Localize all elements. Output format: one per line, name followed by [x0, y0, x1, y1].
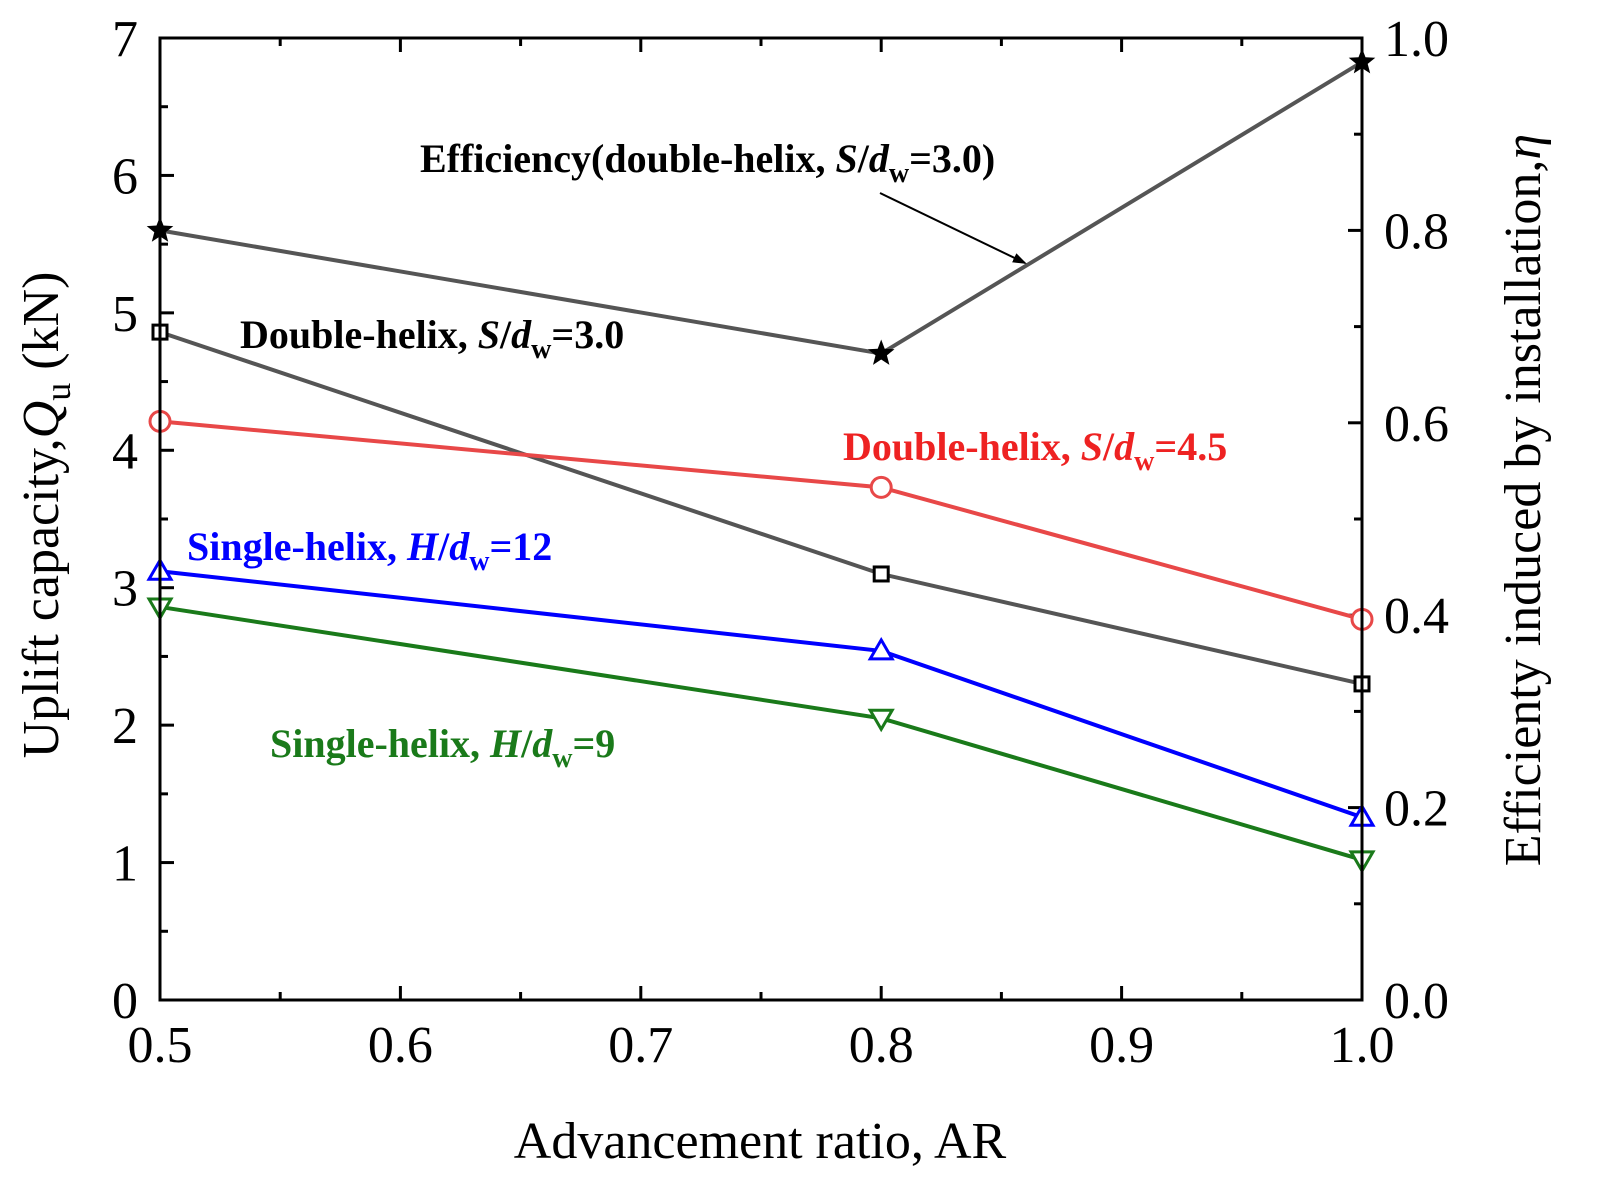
annotation-efficiency-text: Efficiency(double-helix, — [420, 136, 836, 181]
annotation-sh12-var: H — [406, 524, 440, 569]
y-left-tick-label: 7 — [112, 11, 138, 68]
annotation-single-helix-9: Single-helix, H/dw=9 — [270, 721, 615, 774]
y-left-tick-label: 3 — [112, 561, 138, 618]
annotation-sh12-slash: / — [437, 524, 450, 569]
y-left-tick-label: 6 — [112, 148, 138, 205]
annotation-efficiency-sub: w — [889, 158, 910, 189]
data-point-eff — [867, 339, 895, 365]
y-left-tick-label: 2 — [112, 698, 138, 755]
annotation-efficiency-value: =3.0) — [909, 136, 995, 181]
annotation-dh30-sub: w — [531, 334, 552, 365]
y-left-title-prefix: Uplift capacity, — [13, 438, 70, 758]
annotation-dh30-slash: / — [499, 312, 512, 357]
data-point-sh9 — [867, 708, 895, 733]
annotation-efficiency-d: d — [869, 136, 890, 181]
annotation-double-helix-3: Double-helix, S/dw=3.0 — [240, 312, 624, 365]
annotation-sh9-slash: / — [520, 721, 533, 766]
y-left-tick-label: 0 — [112, 973, 138, 1030]
annotation-dh45-slash: / — [1102, 424, 1115, 469]
efficiency-annotation-arrow — [879, 192, 1027, 264]
y-left-title-suffix: (kN) — [13, 272, 70, 383]
annotation-double-helix-45: Double-helix, S/dw=4.5 — [843, 424, 1227, 477]
y-right-title-prefix: Efficienty induced by installation, — [1495, 160, 1552, 867]
annotation-efficiency-var: S — [836, 136, 858, 181]
data-point-dh30 — [872, 565, 890, 583]
annotation-dh45-text: Double-helix, — [843, 424, 1081, 469]
annotation-dh45-d: d — [1114, 424, 1135, 469]
axis-ticks — [158, 36, 1364, 1002]
series-line-dh30 — [159, 330, 1363, 686]
annotation-sh12-d: d — [449, 524, 470, 569]
annotation-sh9-value: =9 — [573, 721, 616, 766]
annotation-sh12-sub: w — [469, 546, 490, 577]
series-line-sh12 — [159, 569, 1363, 820]
annotation-sh12-value: =12 — [490, 524, 553, 569]
y-left-tick-label: 1 — [112, 836, 138, 893]
annotation-dh30-var: S — [478, 312, 500, 357]
annotation-efficiency-slash: / — [857, 136, 870, 181]
annotation-dh45-var: S — [1081, 424, 1103, 469]
y-left-title-symbol: Q — [13, 401, 70, 439]
x-tick-label: 1.0 — [1330, 1017, 1395, 1074]
annotation-sh9-d: d — [532, 721, 553, 766]
y-right-tick-label: 0.4 — [1384, 588, 1449, 645]
annotation-sh9-var: H — [489, 721, 523, 766]
data-point-sh12 — [867, 636, 895, 661]
y-right-tick-label: 1.0 — [1384, 11, 1449, 68]
x-tick-label: 0.7 — [608, 1017, 673, 1074]
y-left-tick-label: 4 — [112, 423, 138, 480]
y-left-title-subscript: u — [38, 383, 78, 401]
y-right-axis-title: Efficienty induced by installation,η — [1495, 134, 1552, 866]
y-right-tick-label: 0.0 — [1384, 973, 1449, 1030]
annotation-dh30-value: =3.0 — [551, 312, 624, 357]
annotation-dh30-d: d — [511, 312, 532, 357]
x-tick-label: 0.6 — [368, 1017, 433, 1074]
annotation-dh45-value: =4.5 — [1154, 424, 1227, 469]
series-line-eff — [159, 60, 1364, 356]
annotation-sh12-text: Single-helix, — [187, 524, 407, 569]
annotation-efficiency: Efficiency(double-helix, S/dw=3.0) — [420, 136, 995, 189]
y-right-tick-label: 0.6 — [1384, 396, 1449, 453]
annotation-dh30-text: Double-helix, — [240, 312, 478, 357]
annotation-dh45-sub: w — [1134, 446, 1155, 477]
y-right-title-symbol: η — [1495, 134, 1552, 160]
x-tick-label: 0.9 — [1089, 1017, 1154, 1074]
y-left-axis-title: Uplift capacity,Qu (kN) — [13, 272, 78, 759]
data-point-dh45 — [869, 475, 893, 499]
annotation-sh9-text: Single-helix, — [270, 721, 490, 766]
tick-labels: 0.5 0.6 0.7 0.8 0.9 1.0 0 1 2 3 4 5 6 7 0.0 0.2 0.4 0.6 0.… — [112, 11, 1449, 1074]
x-tick-label: 0.8 — [849, 1017, 914, 1074]
y-right-tick-label: 0.2 — [1384, 781, 1449, 838]
annotation-single-helix-12: Single-helix, H/dw=12 — [187, 524, 552, 577]
y-left-tick-label: 5 — [112, 286, 138, 343]
x-tick-label: 0.5 — [128, 1017, 193, 1074]
annotation-sh9-sub: w — [552, 743, 573, 774]
x-axis-title: Advancement ratio, AR — [514, 1113, 1007, 1170]
plot-frame — [158, 36, 1364, 1002]
y-right-tick-label: 0.8 — [1384, 203, 1449, 260]
